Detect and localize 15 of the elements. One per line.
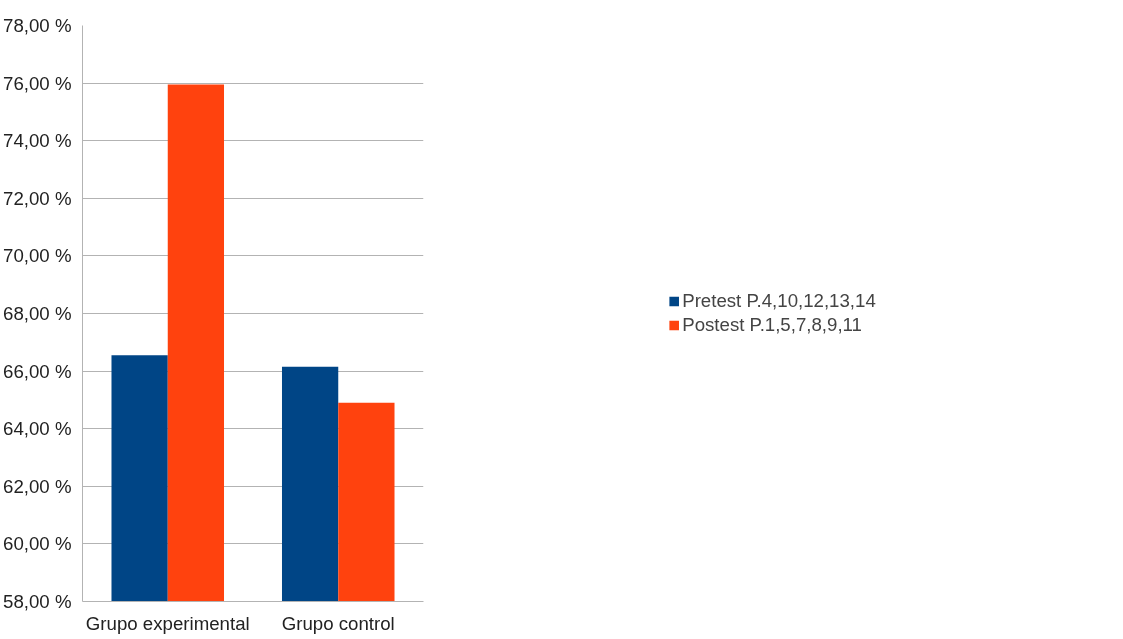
y-tick-label: 60,00 % [3,533,72,555]
y-tick-label: 70,00 % [3,245,72,267]
y-tick-label: 66,00 % [3,360,72,382]
y-tick-label: 78,00 % [3,15,72,36]
legend-label: Pretest P.4,10,12,13,14 [682,290,876,312]
x-tick-label: Grupo control [281,612,395,634]
y-tick-label: 68,00 % [3,303,72,324]
y-tick-label: 74,00 % [3,130,72,152]
y-tick-label: 76,00 % [3,72,72,94]
y-tick-label: 72,00 % [3,187,72,209]
y-tick-label: 62,00 % [3,475,72,497]
y-tick-label: 64,00 % [3,418,72,440]
y-tick-label: 58,00 % [3,591,72,612]
legend-label: Postest P.1,5,7,8,9,11 [682,314,862,336]
x-tick-label: Grupo experimental [85,612,250,634]
